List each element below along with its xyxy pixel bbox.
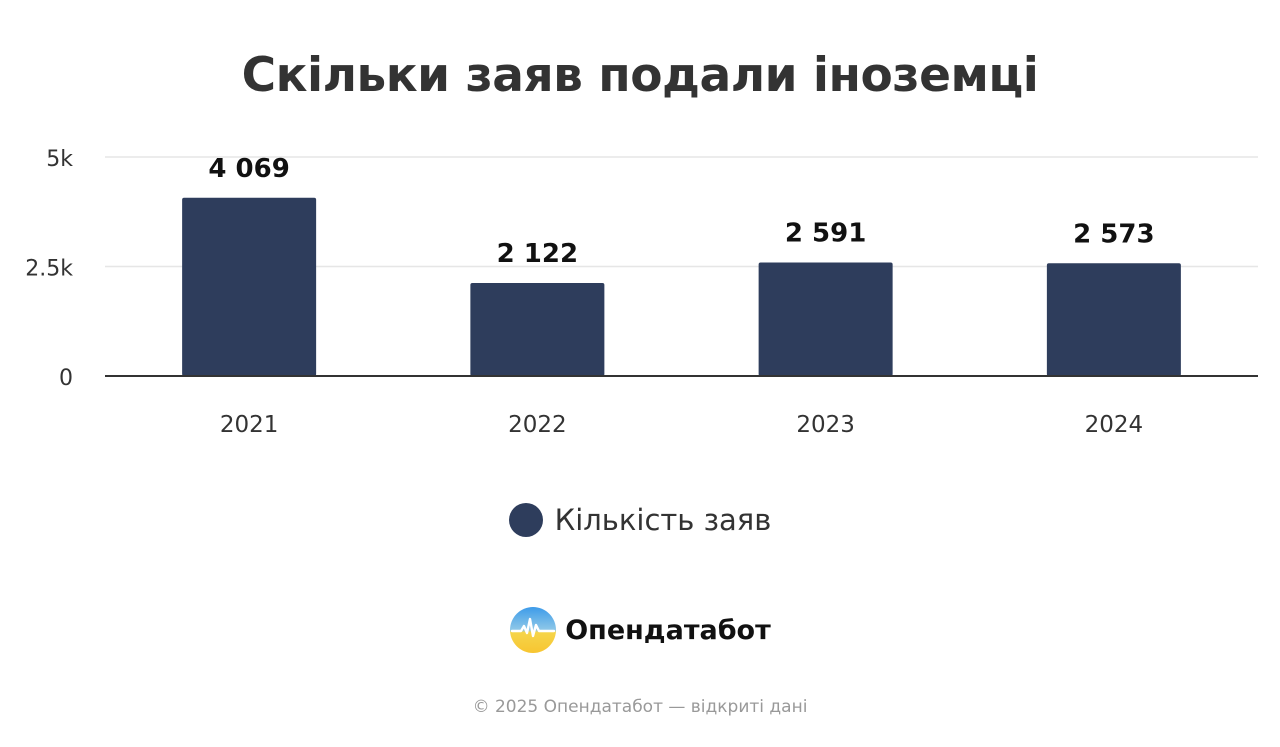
x-tick-label-2022: 2022 — [508, 412, 567, 438]
legend[interactable]: Кількість заяв — [0, 503, 1280, 537]
brand: Опендатабот — [0, 606, 1280, 654]
bars — [182, 197, 1181, 376]
bar-2023[interactable] — [758, 262, 893, 376]
y-axis-tick-labels: 0 2.5k 5k — [25, 147, 73, 391]
data-labels: 4 069 2 122 2 591 2 573 — [208, 154, 1154, 269]
bar-2022[interactable] — [470, 283, 605, 376]
legend-label: Кількість заяв — [554, 503, 772, 537]
data-label-2022: 2 122 — [497, 239, 578, 269]
x-tick-label-2023: 2023 — [796, 412, 855, 438]
x-axis-tick-labels: 2021 2022 2023 2024 — [220, 412, 1143, 438]
y-tick-label: 0 — [59, 366, 73, 391]
data-label-2023: 2 591 — [785, 219, 866, 249]
y-tick-label: 2.5k — [25, 257, 73, 282]
brand-name: Опендатабот — [565, 614, 771, 646]
y-tick-label: 5k — [46, 147, 73, 172]
data-label-2021: 4 069 — [208, 154, 289, 184]
bar-2024[interactable] — [1046, 263, 1181, 376]
data-label-2024: 2 573 — [1073, 219, 1154, 249]
legend-swatch-icon — [508, 503, 543, 537]
footer-copyright: © 2025 Опендатабот — відкриті дані — [472, 697, 808, 717]
bar-2021[interactable] — [182, 197, 317, 376]
opendatabot-logo-icon — [510, 607, 557, 653]
x-tick-label-2021: 2021 — [220, 412, 279, 438]
chart-title: Скільки заяв подали іноземці — [241, 48, 1039, 103]
x-tick-label-2024: 2024 — [1085, 412, 1144, 438]
